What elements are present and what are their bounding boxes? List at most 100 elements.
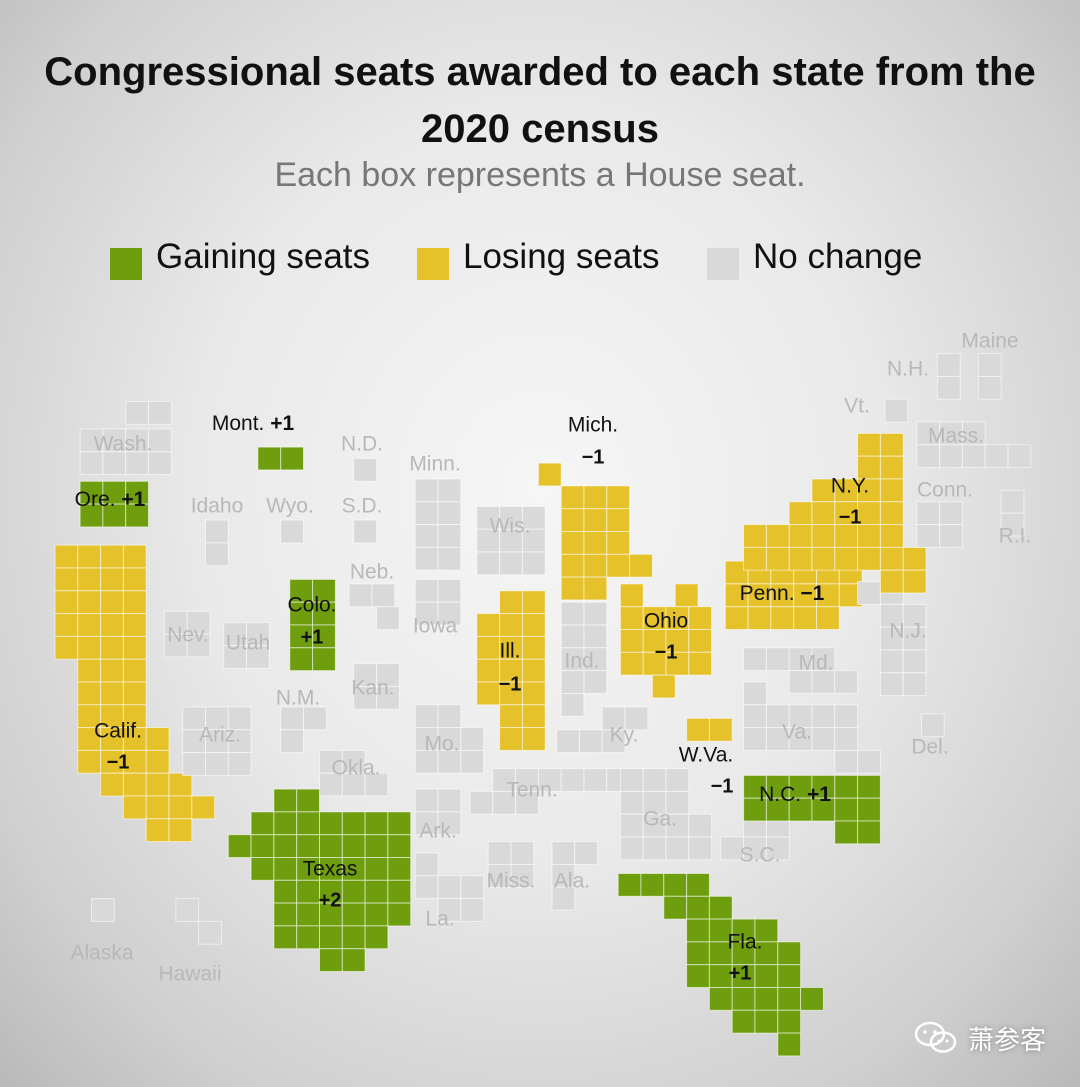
- state-del: [920, 713, 945, 738]
- seat-box: [122, 567, 147, 592]
- state-label-mont: Mont. +1: [212, 412, 295, 435]
- seat-box: [205, 519, 229, 544]
- seat-box: [77, 635, 102, 660]
- state-maine: [977, 353, 1002, 400]
- state-la: [414, 852, 485, 922]
- seat-box: [743, 647, 767, 672]
- seat-box: [578, 729, 603, 754]
- seat-box: [583, 624, 608, 649]
- state-label-n-d: N.D.: [341, 433, 383, 456]
- seat-box: [476, 658, 501, 683]
- seat-box: [916, 501, 941, 526]
- seat-box: [619, 583, 644, 608]
- seat-box: [414, 704, 439, 729]
- seat-box: [619, 629, 644, 653]
- seat-box: [437, 546, 462, 571]
- state-change-colo: +1: [301, 626, 324, 648]
- seat-box: [250, 857, 275, 881]
- seat-box: [273, 834, 298, 859]
- seat-box: [77, 681, 102, 706]
- seat-box: [619, 813, 644, 838]
- seat-box: [54, 590, 79, 615]
- state-wyo: [280, 519, 305, 544]
- watermark: 萧参客: [914, 1018, 1046, 1058]
- seat-box: [939, 524, 963, 548]
- seat-box: [879, 455, 904, 480]
- seat-box: [619, 606, 644, 631]
- seat-box: [227, 834, 252, 859]
- seat-box: [663, 895, 688, 920]
- seat-box: [857, 546, 881, 571]
- state-label-mass: Mass.: [928, 425, 984, 448]
- seat-box: [902, 649, 927, 674]
- state-r-i: [1000, 489, 1025, 537]
- seat-box: [77, 544, 102, 569]
- seat-box: [364, 772, 389, 797]
- state-label-okla: Okla.: [331, 757, 380, 780]
- seat-box: [521, 613, 546, 637]
- seat-box: [606, 508, 631, 533]
- seat-box: [414, 875, 439, 900]
- seat-box: [834, 727, 859, 751]
- seat-box: [879, 649, 904, 674]
- seat-box: [296, 879, 321, 904]
- state-change-w-va: −1: [711, 775, 734, 797]
- seat-box: [191, 795, 216, 820]
- seat-box: [54, 613, 79, 637]
- seat-box: [686, 964, 710, 989]
- state-label-mo: Mo.: [424, 733, 459, 756]
- state-change-texas: +2: [319, 889, 342, 911]
- seat-box: [708, 717, 733, 742]
- state-label-n-y: N.Y.: [831, 475, 869, 498]
- seat-box: [387, 857, 412, 881]
- seat-box: [437, 788, 462, 813]
- seat-box: [651, 674, 676, 699]
- seat-box: [800, 987, 824, 1011]
- state-change-ill: −1: [499, 673, 522, 695]
- seat-box: [688, 836, 713, 861]
- state-ala: [551, 841, 599, 911]
- seat-box: [583, 508, 608, 533]
- seat-box: [437, 578, 462, 603]
- seat-box: [487, 841, 512, 865]
- state-label-w-va: W.Va.: [679, 744, 733, 767]
- seat-box: [617, 873, 642, 897]
- seat-box: [686, 941, 710, 966]
- seat-box: [574, 841, 599, 865]
- seat-box: [977, 353, 1002, 377]
- state-calif: [54, 544, 216, 843]
- seat-box: [186, 633, 211, 658]
- seat-box: [476, 681, 501, 706]
- seat-box: [319, 925, 343, 950]
- seat-box: [857, 749, 881, 774]
- seat-box: [145, 795, 170, 820]
- seat-box: [499, 613, 523, 637]
- seat-box: [182, 752, 206, 776]
- seat-box: [619, 836, 644, 861]
- state-ark: [414, 788, 462, 836]
- seat-box: [642, 836, 667, 861]
- state-label-texas: Texas: [303, 858, 358, 881]
- seat-box: [619, 768, 644, 792]
- seat-box: [961, 444, 986, 469]
- seat-box: [642, 768, 667, 792]
- seat-box: [879, 524, 904, 548]
- seat-box: [551, 886, 576, 911]
- state-va: [743, 681, 881, 774]
- state-kan: [353, 663, 400, 710]
- state-label-kan: Kan.: [351, 677, 394, 700]
- watermark-text: 萧参客: [967, 1025, 1046, 1056]
- state-mich: [537, 462, 653, 601]
- state-neb: [348, 583, 400, 631]
- seat-box: [857, 581, 881, 605]
- seat-box: [122, 658, 147, 683]
- seat-box: [583, 553, 608, 578]
- seat-box: [273, 925, 298, 950]
- seat-box: [765, 647, 790, 672]
- seat-box: [353, 458, 378, 482]
- state-label-r-i: R.I.: [999, 525, 1032, 548]
- seat-box: [811, 501, 836, 526]
- seat-box: [686, 717, 710, 742]
- seat-box: [364, 925, 389, 950]
- cartogram-map-area: Wash. Ore. +1 Calif. −1 Mont. +1 Idaho Wyo. Nev…: [0, 300, 1080, 1087]
